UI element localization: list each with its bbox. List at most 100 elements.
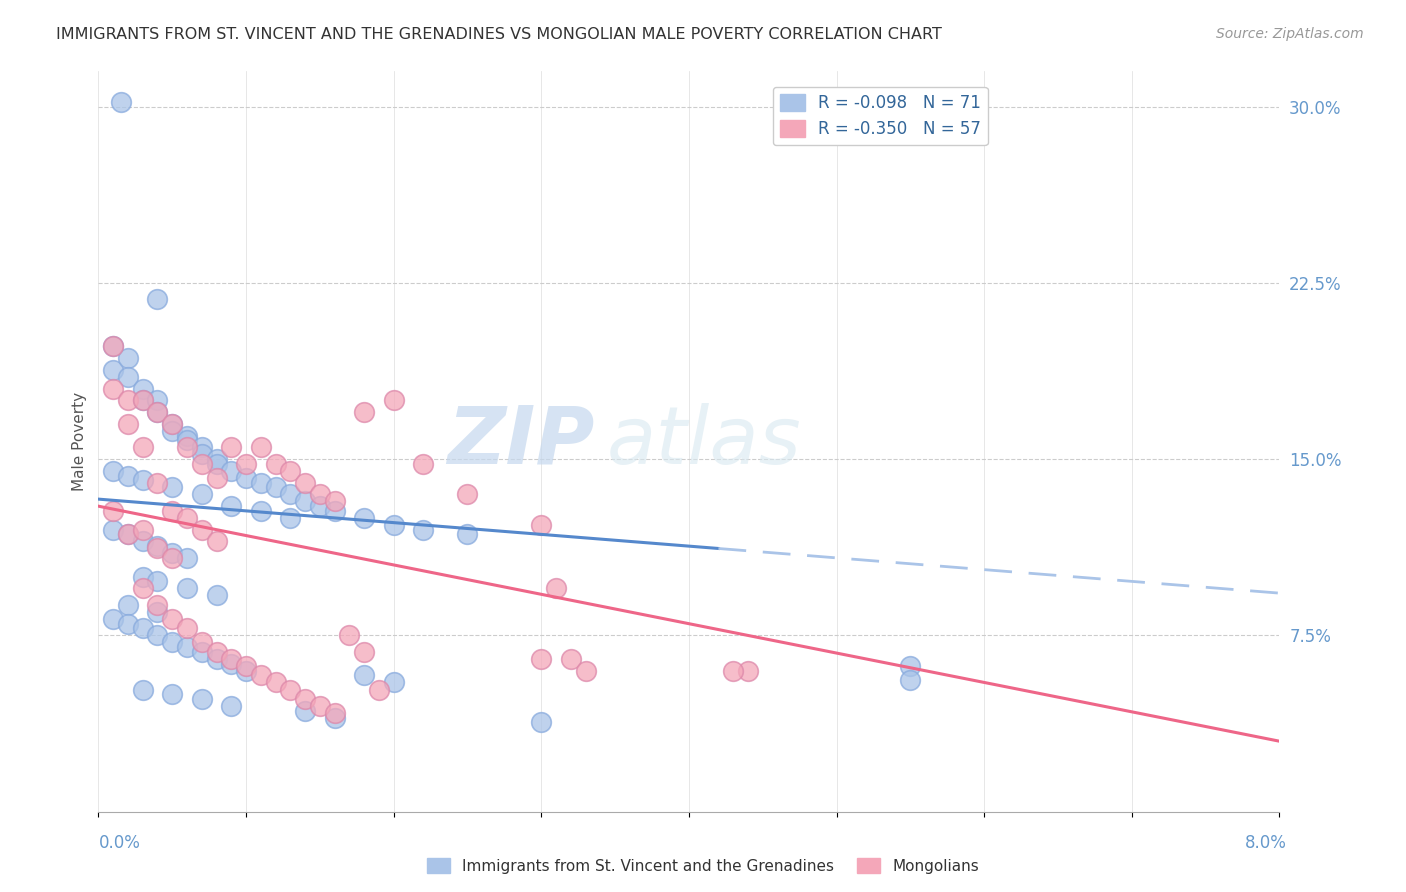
Text: IMMIGRANTS FROM ST. VINCENT AND THE GRENADINES VS MONGOLIAN MALE POVERTY CORRELA: IMMIGRANTS FROM ST. VINCENT AND THE GREN… bbox=[56, 27, 942, 42]
Point bbox=[264, 457, 287, 471]
Point bbox=[575, 664, 598, 678]
Point bbox=[162, 687, 183, 701]
Point bbox=[162, 504, 183, 518]
Text: atlas: atlas bbox=[606, 402, 801, 481]
Point bbox=[176, 550, 198, 565]
Point bbox=[117, 417, 139, 431]
Point bbox=[235, 664, 257, 678]
Point bbox=[162, 424, 183, 438]
Point bbox=[353, 511, 375, 525]
Point bbox=[339, 628, 361, 642]
Point bbox=[146, 405, 169, 419]
Point bbox=[294, 475, 316, 490]
Point bbox=[323, 504, 346, 518]
Point bbox=[191, 487, 214, 501]
Point bbox=[117, 351, 139, 365]
Point bbox=[368, 682, 391, 697]
Point bbox=[162, 546, 183, 560]
Point bbox=[205, 457, 228, 471]
Point bbox=[294, 704, 316, 718]
Point bbox=[191, 523, 214, 537]
Point bbox=[546, 582, 568, 596]
Point bbox=[221, 499, 243, 513]
Point bbox=[103, 612, 125, 626]
Point bbox=[176, 428, 198, 442]
Point bbox=[205, 452, 228, 467]
Point bbox=[146, 574, 169, 589]
Point bbox=[205, 534, 228, 549]
Point bbox=[530, 715, 553, 730]
Point bbox=[280, 682, 302, 697]
Point bbox=[132, 473, 155, 487]
Point bbox=[560, 652, 582, 666]
Point bbox=[235, 471, 257, 485]
Point bbox=[103, 339, 125, 353]
Point bbox=[191, 635, 214, 649]
Point bbox=[162, 612, 183, 626]
Point bbox=[117, 616, 139, 631]
Point bbox=[176, 511, 198, 525]
Point bbox=[353, 405, 375, 419]
Point bbox=[146, 605, 169, 619]
Point bbox=[146, 405, 169, 419]
Point bbox=[103, 523, 125, 537]
Point bbox=[309, 487, 332, 501]
Point bbox=[146, 598, 169, 612]
Point bbox=[146, 393, 169, 408]
Point bbox=[250, 475, 273, 490]
Point bbox=[382, 518, 405, 533]
Point bbox=[132, 534, 155, 549]
Point bbox=[205, 645, 228, 659]
Point bbox=[205, 471, 228, 485]
Point bbox=[264, 480, 287, 494]
Point bbox=[382, 393, 405, 408]
Point bbox=[294, 692, 316, 706]
Point bbox=[103, 363, 125, 377]
Point bbox=[132, 523, 155, 537]
Text: 0.0%: 0.0% bbox=[98, 834, 141, 852]
Point bbox=[530, 518, 553, 533]
Point bbox=[353, 645, 375, 659]
Point bbox=[309, 698, 332, 713]
Point bbox=[146, 475, 169, 490]
Point bbox=[457, 527, 479, 541]
Point bbox=[132, 441, 155, 455]
Point bbox=[457, 487, 479, 501]
Point bbox=[382, 675, 405, 690]
Point bbox=[146, 541, 169, 556]
Point bbox=[205, 652, 228, 666]
Point bbox=[132, 393, 155, 408]
Text: Source: ZipAtlas.com: Source: ZipAtlas.com bbox=[1216, 27, 1364, 41]
Point bbox=[323, 711, 346, 725]
Point bbox=[191, 457, 214, 471]
Point bbox=[110, 95, 132, 109]
Point bbox=[250, 668, 273, 682]
Legend: Immigrants from St. Vincent and the Grenadines, Mongolians: Immigrants from St. Vincent and the Gren… bbox=[420, 852, 986, 880]
Point bbox=[412, 457, 434, 471]
Point bbox=[132, 393, 155, 408]
Point bbox=[117, 527, 139, 541]
Point bbox=[176, 434, 198, 448]
Point bbox=[162, 417, 183, 431]
Point bbox=[117, 370, 139, 384]
Point bbox=[221, 657, 243, 671]
Point bbox=[205, 589, 228, 603]
Point bbox=[176, 582, 198, 596]
Point bbox=[280, 511, 302, 525]
Point bbox=[900, 659, 922, 673]
Point bbox=[103, 464, 125, 478]
Point bbox=[132, 570, 155, 584]
Point bbox=[235, 457, 257, 471]
Point bbox=[250, 441, 273, 455]
Point bbox=[132, 582, 155, 596]
Point bbox=[221, 698, 243, 713]
Point bbox=[280, 487, 302, 501]
Point bbox=[323, 494, 346, 508]
Text: ZIP: ZIP bbox=[447, 402, 595, 481]
Point bbox=[117, 468, 139, 483]
Point bbox=[162, 480, 183, 494]
Point bbox=[176, 621, 198, 635]
Point bbox=[294, 494, 316, 508]
Y-axis label: Male Poverty: Male Poverty bbox=[72, 392, 87, 491]
Point bbox=[103, 382, 125, 396]
